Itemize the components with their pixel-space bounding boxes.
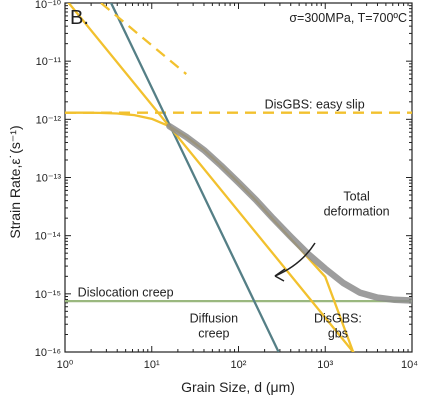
diffusion-label-line: creep (198, 327, 229, 341)
total-deformation-arrowhead (274, 268, 286, 282)
total-deformation-arrow (274, 242, 316, 277)
panel-label: B. (70, 7, 89, 29)
gbs-label: DisGBS: gbs (314, 312, 362, 341)
gbs-label-line: gbs (328, 327, 348, 341)
x-tick-label: 10⁴ (401, 359, 418, 371)
total-label-line: deformation (324, 205, 390, 219)
disgbs-gbs-line (67, 3, 355, 352)
gbs-label-line: DisGBS: (314, 312, 362, 326)
total-label: Total deformation (324, 190, 390, 219)
y-tick-label: 10⁻¹¹ (36, 56, 62, 68)
total-label-line: Total (343, 190, 369, 204)
diffusion-label-line: Diffusion (190, 312, 238, 326)
total-deformation-line (166, 123, 412, 304)
condition-label: σ=300MPa, T=700ºC (289, 11, 407, 25)
y-tick-label: 10⁻¹³ (36, 173, 62, 185)
disgbs-gbs-dashed-line (100, 3, 188, 75)
plot-frame (64, 2, 413, 353)
y-tick-label: 10⁻¹² (36, 114, 62, 126)
y-tick-label: 10⁻¹⁶ (35, 347, 61, 359)
x-tick-label: 10² (231, 359, 247, 371)
y-axis-title: Strain Rate,ε˙(s⁻¹) (7, 125, 23, 238)
x-tick-label: 10¹ (144, 359, 160, 371)
x-tick-label: 10³ (317, 359, 333, 371)
dislocation-label: Dislocation creep (78, 285, 174, 299)
x-tick-label: 10⁰ (57, 359, 74, 371)
diffusion-creep-line (109, 3, 280, 352)
x-axis-title: Grain Size, d (μm) (181, 379, 295, 395)
annotation-group: DisGBS: easy slip Dislocation creep Total d… (78, 97, 390, 340)
axis-ticks: 10⁰ 10¹ 10² 10³ 10⁴ 10⁻¹⁶ 10⁻¹⁵ 10⁻¹⁴ 10⁻¹³ 10⁻¹²… (35, 0, 419, 371)
y-tick-label: 10⁻¹⁵ (35, 289, 61, 301)
dislocation-label-line: Dislocation creep (78, 285, 174, 299)
easy-slip-label: DisGBS: easy slip (265, 97, 365, 111)
easy-slip-label-line: DisGBS: easy slip (265, 97, 365, 111)
series-group (65, 3, 412, 352)
y-tick-label: 10⁻¹⁴ (35, 231, 62, 243)
diffusion-label: Diffusion creep (190, 312, 238, 341)
y-tick-label: 10⁻¹⁰ (35, 0, 62, 11)
